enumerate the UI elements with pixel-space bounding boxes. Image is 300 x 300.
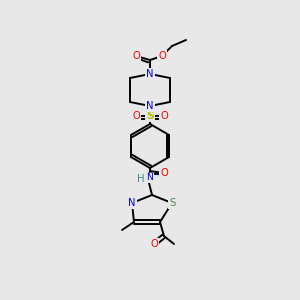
Text: O: O	[160, 111, 168, 121]
Text: S: S	[169, 198, 175, 208]
Text: O: O	[160, 168, 168, 178]
Text: O: O	[158, 51, 166, 61]
Text: S: S	[146, 111, 154, 121]
Text: H: H	[137, 174, 145, 184]
Text: N: N	[128, 198, 136, 208]
Text: O: O	[132, 51, 140, 61]
Text: O: O	[150, 239, 158, 249]
Text: N: N	[147, 173, 153, 182]
Text: N: N	[146, 69, 154, 79]
Text: O: O	[132, 111, 140, 121]
Text: N: N	[146, 101, 154, 111]
